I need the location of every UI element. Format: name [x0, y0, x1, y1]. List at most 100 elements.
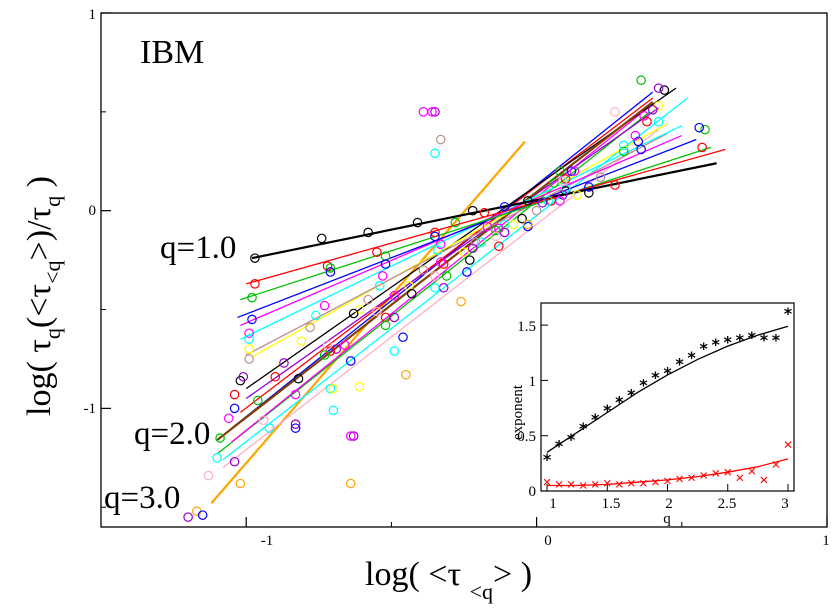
- inset-x-marker-stroke: [712, 469, 720, 477]
- inset-data-points: ** ** * * * ** * * * * * * * * * * **: [543, 304, 793, 489]
- data-point: [250, 279, 260, 289]
- inset-x-marker-stroke: [579, 482, 587, 489]
- inset-background: [511, 299, 802, 502]
- annotation-q3: q=3.0: [104, 480, 180, 516]
- data-point: [499, 201, 510, 212]
- main-y-axis-title: log( τq(<τ<q>)/τq ): [21, 176, 65, 416]
- data-point: [470, 237, 481, 248]
- data-point: [569, 166, 580, 176]
- inset-x-marker-stroke: [772, 461, 780, 468]
- data-point: [380, 259, 391, 269]
- inset-star-marker: *: [712, 335, 721, 354]
- data-point: [354, 381, 365, 392]
- data-point: [345, 356, 356, 366]
- data-point: [363, 227, 373, 238]
- data-point: [372, 306, 382, 317]
- data-point: [694, 122, 705, 133]
- data-point: [482, 221, 493, 232]
- data-point: [401, 369, 411, 380]
- data-point: [467, 205, 478, 216]
- x-title-sub: <q: [470, 579, 493, 604]
- data-point: [279, 358, 289, 368]
- data-point: [377, 271, 388, 281]
- data-point: [441, 271, 452, 281]
- y-title-sub: q: [40, 328, 65, 339]
- data-point: [430, 148, 440, 159]
- data-point: [319, 300, 330, 311]
- data-point: [340, 340, 350, 350]
- data-point: [494, 241, 504, 252]
- data-point: [389, 290, 400, 301]
- inset-x-marker-stroke: [724, 468, 732, 476]
- inset-x-axis-title: q: [663, 511, 671, 527]
- data-point: [555, 166, 565, 176]
- main-y-tick-label: -1: [84, 401, 97, 417]
- inset-star-marker: *: [772, 330, 781, 349]
- inset-x-marker: [603, 479, 611, 487]
- fit-line: [245, 107, 659, 400]
- main-y-tick-label: 1: [89, 7, 97, 23]
- y-title-close: ): [21, 176, 58, 196]
- data-point: [433, 245, 443, 256]
- fit-line: [222, 129, 659, 469]
- data-point: [244, 328, 254, 339]
- fit-line: [240, 146, 712, 301]
- data-point: [647, 105, 658, 115]
- data-point: [523, 219, 533, 230]
- data-point: [418, 265, 429, 275]
- data-point: [270, 371, 281, 382]
- data-point: [331, 344, 342, 354]
- data-point: [610, 180, 620, 190]
- inset-x-marker: [676, 475, 683, 483]
- data-point: [430, 227, 440, 238]
- data-point: [316, 233, 327, 244]
- inset-x-tick-label: 2: [665, 496, 673, 512]
- data-point: [566, 166, 577, 176]
- data-point: [244, 344, 254, 354]
- inset-x-marker-stroke: [652, 478, 659, 486]
- data-point: [435, 134, 446, 145]
- inset-star-marker: *: [687, 348, 696, 367]
- data-point: [406, 288, 417, 299]
- data-point: [438, 259, 449, 269]
- data-point: [653, 83, 664, 93]
- data-point: [523, 196, 533, 206]
- fit-line: [222, 97, 689, 461]
- inset-x-marker-stroke: [736, 474, 744, 482]
- data-point: [435, 239, 446, 250]
- data-point: [229, 389, 240, 400]
- data-point: [345, 478, 356, 489]
- inset-y-tick-label: 0: [529, 484, 537, 500]
- inset-x-marker: [772, 461, 780, 468]
- fit-line: [251, 162, 717, 260]
- data-point: [523, 221, 533, 232]
- data-point: [418, 107, 429, 117]
- inset-star-marker: *: [748, 328, 757, 347]
- fit-line: [216, 101, 654, 441]
- inset-x-marker-stroke: [640, 479, 647, 487]
- data-point: [264, 423, 275, 433]
- data-point: [630, 130, 641, 141]
- data-point: [348, 431, 359, 441]
- data-point: [618, 146, 629, 157]
- data-point: [215, 433, 225, 443]
- data-point: [639, 111, 649, 121]
- data-point: [427, 107, 437, 117]
- panel-label: IBM: [140, 34, 204, 71]
- inset-x-marker: [712, 469, 720, 477]
- data-point: [430, 271, 440, 281]
- y-title-mid: (<τ: [21, 284, 58, 328]
- data-point: [636, 75, 646, 86]
- data-point: [560, 174, 571, 184]
- data-point: [247, 292, 257, 303]
- data-point: [557, 190, 568, 200]
- inset-star-marker: *: [567, 430, 576, 449]
- inset-x-marker: [736, 474, 744, 482]
- data-point: [325, 383, 336, 394]
- main-x-tick-label: 1: [822, 533, 830, 549]
- data-point: [244, 354, 254, 364]
- inset-x-marker: [688, 474, 695, 482]
- fit-line: [245, 133, 668, 356]
- inset-star-marker: *: [760, 330, 769, 349]
- data-point: [653, 101, 664, 111]
